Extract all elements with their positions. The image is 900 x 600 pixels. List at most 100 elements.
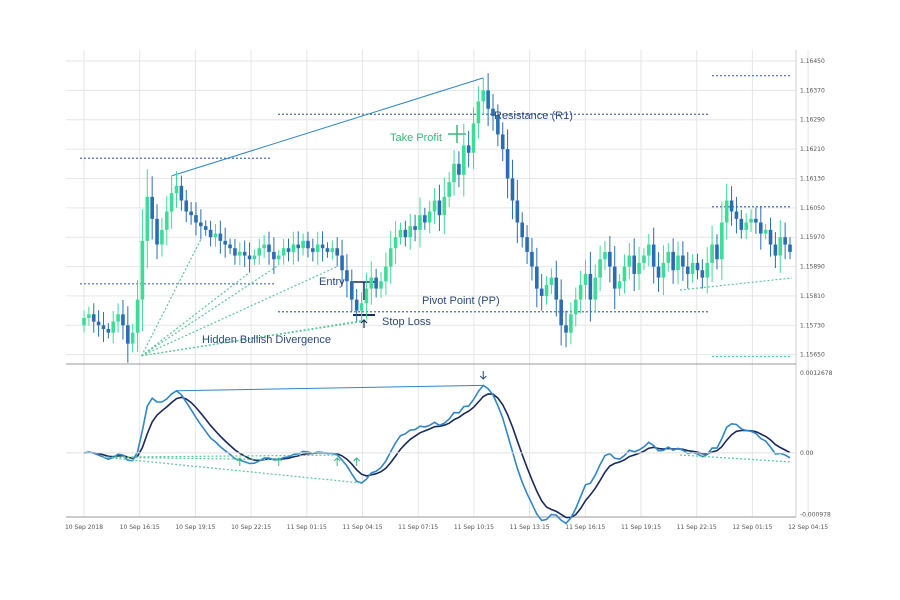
candle-body: [276, 255, 281, 260]
candle-body: [393, 237, 398, 249]
candle-body: [666, 251, 671, 263]
candle-body: [754, 218, 758, 223]
candle-body: [126, 325, 130, 344]
time-tick-label: 10 Sep 2018: [65, 524, 103, 531]
candle-body: [174, 185, 179, 194]
candle-body: [505, 149, 510, 179]
candle-body: [311, 248, 315, 252]
candle-body: [724, 200, 729, 223]
candle-body: [661, 262, 666, 278]
candle-body: [418, 215, 422, 230]
candle-body: [705, 262, 710, 278]
candle-body: [238, 251, 242, 256]
price-tick-label: 1.16050: [800, 205, 825, 212]
candle-body: [549, 277, 554, 285]
candle-body: [715, 244, 719, 260]
candle-body: [744, 222, 748, 230]
candle-body: [452, 163, 456, 183]
candle-body: [160, 229, 164, 245]
candle-body: [690, 262, 695, 274]
candle-body: [121, 314, 125, 326]
candle-body: [301, 240, 305, 249]
price-tick-label: 1.16450: [800, 58, 825, 65]
candle-body: [685, 266, 690, 274]
candle-body: [510, 178, 515, 201]
candle-body: [315, 244, 320, 252]
candle-body: [578, 284, 583, 300]
candle-body: [203, 226, 208, 230]
candle-body: [199, 222, 203, 227]
candle-body: [729, 200, 734, 212]
candle-body: [695, 262, 700, 271]
candle-body: [335, 248, 339, 256]
time-tick-label: 11 Sep 19:15: [621, 524, 661, 531]
candle-body: [583, 273, 588, 285]
candle-body: [213, 233, 218, 238]
time-tick-label: 11 Sep 16:15: [565, 524, 605, 531]
annotations: Resistance (R1) Take Profit Entry Pivot …: [202, 110, 573, 346]
candle-body: [432, 200, 437, 212]
candle-body: [598, 259, 602, 278]
candle-body: [359, 303, 364, 311]
candle-body: [461, 145, 466, 175]
candle-body: [681, 255, 685, 267]
candle-body: [291, 244, 296, 252]
osc-tick-label: 0.00: [800, 450, 814, 457]
right-divergence-line: [679, 277, 793, 291]
candle-body: [369, 277, 374, 289]
candle-body: [788, 244, 792, 252]
candle-body: [656, 266, 661, 278]
osc-down-arrow: [479, 371, 487, 380]
time-tick-label: 11 Sep 13:15: [510, 524, 550, 531]
candle-body: [515, 200, 520, 223]
candle-body: [364, 288, 369, 304]
candle-body: [778, 237, 783, 256]
candle-body: [554, 277, 559, 300]
osc-divergence-line: [103, 456, 279, 461]
candle-body: [593, 277, 598, 300]
candle-body: [155, 218, 159, 245]
candle-body: [671, 251, 675, 271]
candle-body: [408, 226, 413, 238]
candle-body: [330, 248, 335, 252]
price-tick-label: 1.15650: [800, 352, 825, 359]
candle-body: [106, 328, 111, 333]
candle-body: [223, 240, 227, 245]
candle-body: [700, 270, 705, 278]
candle-body: [403, 229, 408, 238]
candles: [82, 73, 792, 363]
candle-body: [388, 248, 393, 267]
candle-body: [145, 196, 150, 241]
candle-body: [773, 244, 778, 256]
price-tick-label: 1.16370: [800, 87, 825, 94]
candle-body: [573, 299, 578, 315]
pivot-point-label: Pivot Point (PP): [422, 295, 500, 307]
time-tick-label: 12 Sep 04:15: [788, 524, 828, 531]
candle-body: [627, 255, 632, 267]
time-tick-label: 11 Sep 22:15: [677, 524, 717, 531]
time-tick-label: 10 Sep 22:15: [231, 524, 271, 531]
divergence-line: [141, 271, 250, 357]
candle-body: [306, 240, 310, 249]
candle-body: [608, 251, 612, 267]
osc-up-arrow: [275, 457, 283, 466]
time-axis: 10 Sep 2018 10 Sep 16:15 10 Sep 19:15 10 Se…: [65, 524, 828, 531]
price-tick-label: 1.16130: [800, 175, 825, 182]
candle-body: [471, 123, 476, 153]
candle-body: [233, 248, 237, 256]
osc-divergence-line: [103, 456, 362, 484]
candle-body: [481, 90, 486, 102]
candle-body: [617, 281, 622, 289]
candle-body: [758, 222, 763, 234]
candle-body: [91, 314, 96, 322]
candle-body: [82, 317, 86, 326]
divergence-line: [141, 264, 280, 357]
entry-label: Entry: [319, 276, 345, 288]
divergence-line: [141, 239, 202, 357]
candle-body: [491, 108, 495, 117]
candle-body: [354, 299, 359, 311]
candle-body: [286, 248, 291, 252]
candle-body: [423, 215, 427, 223]
resistance-label: Resistance (R1): [494, 110, 573, 122]
